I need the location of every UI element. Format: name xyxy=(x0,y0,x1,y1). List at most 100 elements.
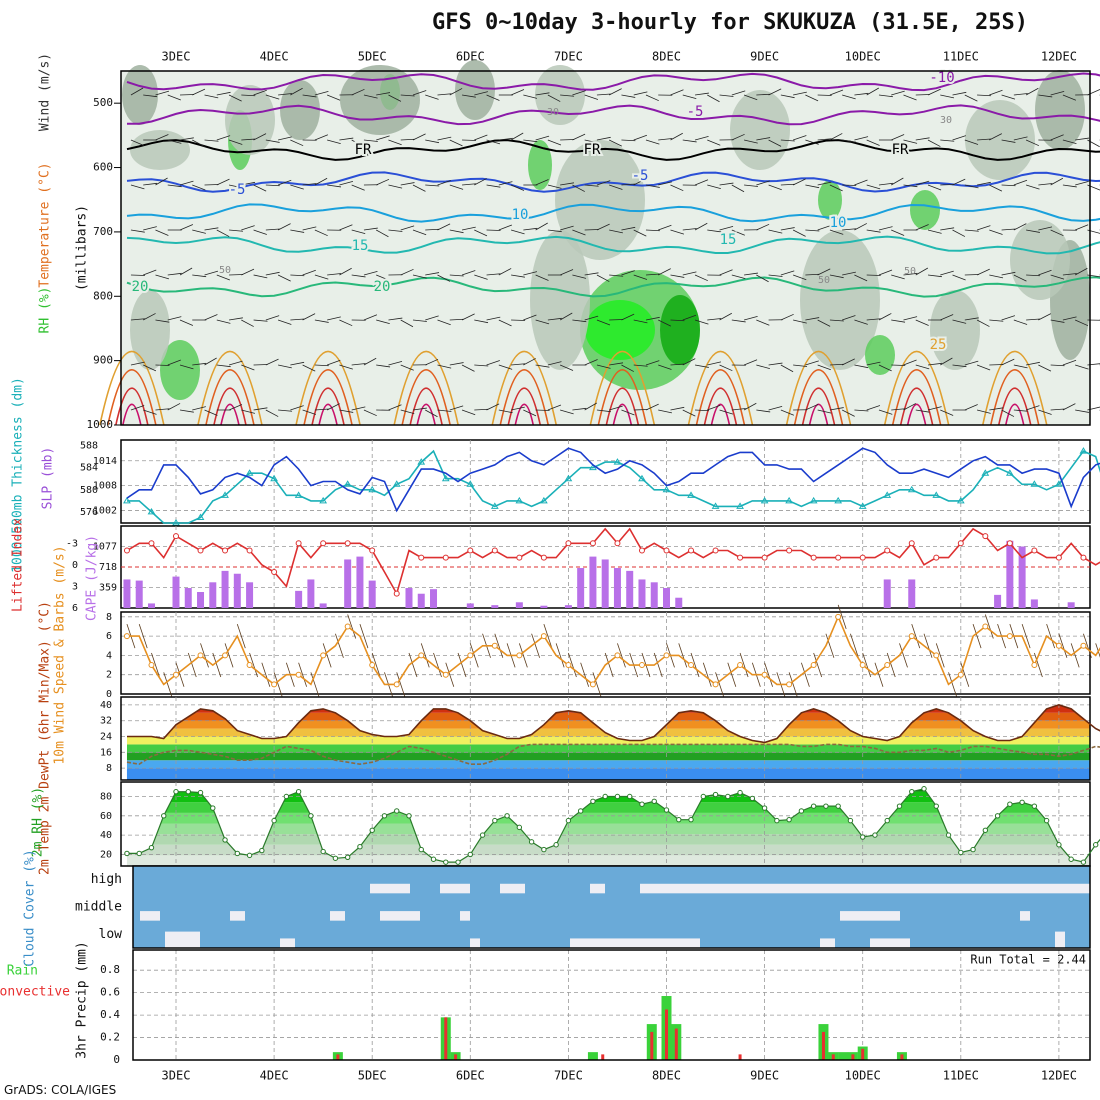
wind-barb xyxy=(1062,184,1077,188)
wind-barb xyxy=(817,225,832,231)
wind-speed-line-marker xyxy=(565,662,572,669)
cape-bar xyxy=(135,580,143,608)
wind-barb xyxy=(510,184,525,191)
wind-barb xyxy=(278,93,293,96)
wind-barb-10m xyxy=(739,652,749,678)
wind-barb xyxy=(866,361,881,366)
wind-barb xyxy=(572,133,586,141)
wind-barb xyxy=(339,319,353,327)
wind-barb-10m xyxy=(138,623,148,649)
wind-speed-line-marker xyxy=(786,681,793,688)
wind-speed-line-marker xyxy=(688,662,695,669)
wind-speed-line-marker xyxy=(761,671,768,678)
isotherm-lobe xyxy=(197,350,263,426)
rh-marker xyxy=(590,798,596,805)
thickness-line-marker xyxy=(785,496,794,504)
rh-marker xyxy=(320,848,326,855)
cape-bar xyxy=(172,576,180,608)
wind-barb-10m xyxy=(948,672,957,697)
thickness-line-marker xyxy=(662,485,671,493)
lifted-index-line-marker xyxy=(810,554,817,561)
lifted-index-line-marker xyxy=(933,554,940,561)
isotherm-line xyxy=(126,104,1100,126)
wind-barb xyxy=(891,229,905,236)
cloud-row-label: low xyxy=(99,927,123,942)
wind-barb xyxy=(327,94,341,101)
wind-speed-line-marker xyxy=(982,623,989,630)
wind-barb xyxy=(927,406,942,411)
wind-barb xyxy=(143,364,157,372)
wind-barb xyxy=(425,139,440,144)
upper-ytick: 600 xyxy=(93,161,113,174)
lifted-index-line-marker xyxy=(884,547,891,554)
wind-barb xyxy=(719,269,733,276)
wind-barb xyxy=(179,137,194,141)
wind-barb xyxy=(143,182,158,186)
wind-barb xyxy=(670,132,683,141)
thickness-line-marker xyxy=(515,496,524,504)
cloud-cover-block xyxy=(590,883,605,894)
wind-barb xyxy=(584,359,598,366)
wind-barb xyxy=(290,229,305,233)
slp-left-tick: 580 xyxy=(80,485,98,496)
wind-speed-line-marker xyxy=(737,662,744,669)
lifted-index-line-marker xyxy=(908,540,915,547)
wind-barb xyxy=(927,362,942,366)
wind-tick: 2 xyxy=(106,670,112,681)
cloud-cover-block xyxy=(165,931,200,948)
wind-speed-line-marker xyxy=(173,671,179,678)
wind-barb xyxy=(1025,139,1040,147)
rh-marker xyxy=(577,808,584,814)
wind-barb xyxy=(535,274,549,281)
slp-panel-bg xyxy=(121,440,1090,523)
wind-barb xyxy=(633,91,648,96)
wind-barb xyxy=(204,139,219,142)
cloud-cover-block xyxy=(470,938,480,948)
wind-barb xyxy=(523,139,538,143)
cape-bar xyxy=(344,559,352,608)
wind-barb xyxy=(940,357,953,366)
wind-barb xyxy=(425,409,438,418)
isotherm-lobe xyxy=(107,369,157,426)
wind-barb xyxy=(805,360,819,366)
wind-barb xyxy=(253,89,267,96)
wind-barb xyxy=(498,137,513,141)
thickness-ylabel: 1000-500mb Thickness (dm) xyxy=(11,377,26,573)
wind-barb xyxy=(376,364,391,368)
rh-marker xyxy=(970,846,976,853)
wind-speed-line-marker xyxy=(712,681,719,688)
wind-barb xyxy=(400,138,415,141)
rh-marker xyxy=(541,846,547,853)
wind-barb xyxy=(596,180,611,186)
wind-barb xyxy=(449,405,464,411)
wind-barb xyxy=(756,223,770,231)
cape-bar xyxy=(319,603,327,608)
wind-barb xyxy=(695,409,710,412)
date-label-bottom: 6DEC xyxy=(456,1069,485,1083)
wind-barb xyxy=(449,88,463,96)
wind-barb xyxy=(130,405,145,411)
rh-shading xyxy=(930,290,980,370)
wind-barb xyxy=(290,274,305,277)
wind-speed-line-marker xyxy=(271,681,278,688)
slp-right-tick: 1008 xyxy=(93,481,117,492)
isotherm-lobe xyxy=(318,403,338,426)
wind-speed-line-marker xyxy=(1006,633,1013,640)
wind-barb xyxy=(228,404,243,411)
wind-barb xyxy=(498,319,512,327)
wind-barb xyxy=(927,139,941,147)
wind-speed-line-marker xyxy=(344,623,351,630)
wind-barb xyxy=(204,314,218,321)
lifted-index-line-marker xyxy=(344,540,351,547)
wind-barb xyxy=(952,319,967,324)
wind-barb xyxy=(167,359,181,366)
wind-barb xyxy=(1038,364,1052,372)
rh-marker xyxy=(982,827,989,833)
cloud-panel-frame xyxy=(132,865,1091,949)
temp-band xyxy=(126,744,1090,753)
date-label-bottom: 7DEC xyxy=(554,1069,583,1083)
wind-barb xyxy=(437,180,451,186)
wind-barb xyxy=(670,406,685,411)
rh-marker xyxy=(467,851,473,858)
cape-bar xyxy=(405,588,413,608)
